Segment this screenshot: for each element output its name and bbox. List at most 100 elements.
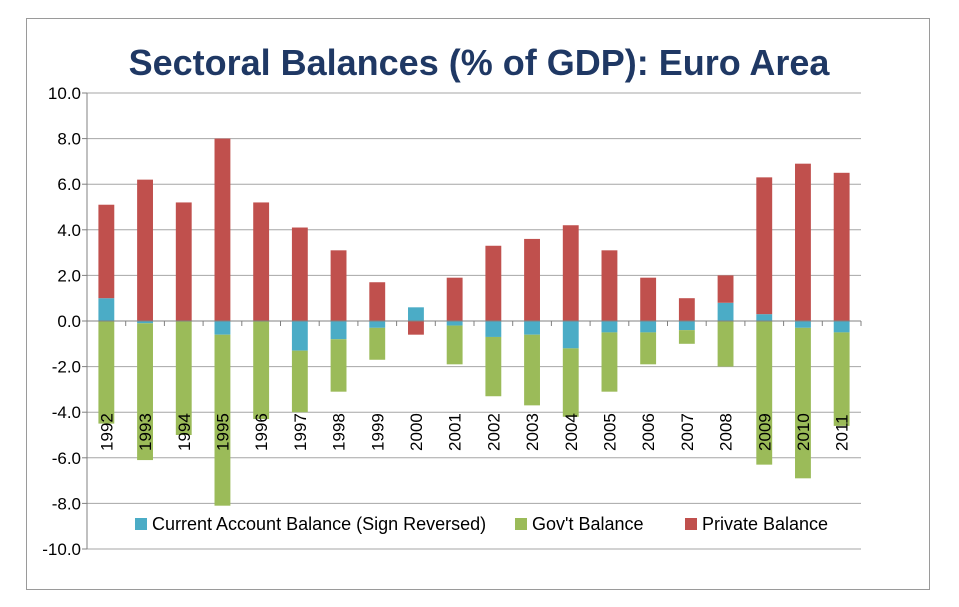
y-tick-label: -6.0 <box>52 449 81 468</box>
bar-segment <box>137 179 153 321</box>
bar-segment <box>640 277 657 321</box>
bar-segment <box>678 321 695 331</box>
bar-segment <box>717 302 734 321</box>
x-category-label: 2001 <box>446 413 465 451</box>
bar-segment <box>485 321 502 337</box>
bar-segment <box>291 227 308 321</box>
y-tick-label: -8.0 <box>52 494 81 513</box>
chart-title: Sectoral Balances (% of GDP): Euro Area <box>129 42 831 83</box>
bar-segment <box>291 321 308 351</box>
bar-segment <box>524 321 540 335</box>
bar-segment <box>408 321 424 335</box>
x-category-label: 1996 <box>252 413 271 451</box>
bar-segment <box>369 327 386 360</box>
legend: Current Account Balance (Sign Reversed) G… <box>135 514 828 534</box>
bar-segment <box>756 314 773 321</box>
bar-segment <box>214 334 231 506</box>
bar-segment <box>175 321 192 435</box>
bar-segment <box>485 245 502 321</box>
bar-segment <box>756 177 773 315</box>
bar-segment <box>98 298 115 321</box>
bar-segment <box>678 298 695 321</box>
bar-segment <box>485 336 502 397</box>
x-category-label: 1993 <box>136 413 155 451</box>
bars <box>98 138 850 506</box>
bar-segment <box>446 325 463 365</box>
x-category-label: 2008 <box>717 413 736 451</box>
bar-segment <box>214 321 231 335</box>
legend-label: Gov't Balance <box>532 514 644 534</box>
category-labels: 1992 1993 1994 1995 1996 1997 1998 1999 2000 2001… <box>97 413 851 451</box>
legend-swatch <box>685 518 697 530</box>
bar-segment <box>795 321 811 328</box>
legend-swatch <box>515 518 527 530</box>
bar-segment <box>562 225 579 321</box>
bar-segment <box>446 321 463 326</box>
bar-segment <box>640 332 657 365</box>
y-tick-label: -10.0 <box>42 540 81 559</box>
bar-segment <box>369 321 386 328</box>
x-category-label: 2006 <box>639 413 658 451</box>
x-category-label: 2004 <box>562 413 581 451</box>
legend-label: Current Account Balance (Sign Reversed) <box>152 514 486 534</box>
x-category-label: 2009 <box>755 413 774 451</box>
bar-segment <box>369 282 386 321</box>
x-category-label: 1995 <box>213 413 232 451</box>
bar-segment <box>562 348 579 417</box>
bar-segment <box>98 204 115 299</box>
bar-segment <box>446 277 463 321</box>
bar-segment <box>253 321 270 420</box>
y-axis-ticks: 10.0 8.0 6.0 4.0 2.0 0.0 -2.0 -4.0 -6.0 -8.0 -10.0 <box>42 84 87 559</box>
y-tick-label: 0.0 <box>57 312 81 331</box>
y-tick-label: -2.0 <box>52 358 81 377</box>
chart-frame: Sectoral Balances (% of GDP): Euro Area … <box>26 18 930 590</box>
bar-segment <box>601 332 618 392</box>
bar-segment <box>253 202 270 321</box>
x-category-label: 2007 <box>678 413 697 451</box>
x-category-label: 1997 <box>291 413 310 451</box>
bar-segment <box>601 250 618 321</box>
x-category-label: 2011 <box>833 414 852 451</box>
bar-segment <box>562 321 579 349</box>
bar-segment <box>756 321 773 465</box>
x-category-label: 1999 <box>368 413 387 451</box>
bar-segment <box>524 334 540 406</box>
y-tick-label: 2.0 <box>57 266 81 285</box>
x-category-label: 2010 <box>794 413 813 451</box>
bar-segment <box>214 138 231 321</box>
bar-segment <box>98 321 115 424</box>
bar-segment <box>640 321 657 333</box>
bar-segment <box>291 350 308 413</box>
bar-segment <box>137 321 153 324</box>
x-category-label: 2003 <box>523 413 542 451</box>
bar-segment <box>833 332 850 426</box>
y-tick-label: 8.0 <box>57 130 81 149</box>
x-category-label: 2005 <box>600 413 619 451</box>
bar-segment <box>795 327 811 479</box>
x-category-label: 2000 <box>407 413 426 451</box>
y-tick-label: 4.0 <box>57 221 81 240</box>
x-category-label: 1998 <box>330 413 349 451</box>
y-tick-label: 10.0 <box>48 84 81 103</box>
bar-segment <box>330 339 347 392</box>
bar-segment <box>717 321 734 367</box>
x-category-label: 1992 <box>97 413 116 451</box>
bar-segment <box>678 330 695 344</box>
y-tick-label: 6.0 <box>57 175 81 194</box>
x-category-label: 2002 <box>484 413 503 451</box>
axes <box>86 93 862 549</box>
y-tick-label: -4.0 <box>52 403 81 422</box>
bar-segment <box>330 250 347 321</box>
bar-segment <box>717 275 734 303</box>
legend-label: Private Balance <box>702 514 828 534</box>
bar-segment <box>795 163 811 321</box>
bar-segment <box>137 323 153 461</box>
bar-segment <box>330 321 347 340</box>
bar-segment <box>524 238 540 321</box>
bar-segment <box>833 321 850 333</box>
bar-segment <box>833 172 850 321</box>
x-category-label: 1994 <box>175 413 194 451</box>
bar-segment <box>601 321 618 333</box>
legend-swatch <box>135 518 147 530</box>
bar-segment <box>408 307 424 321</box>
